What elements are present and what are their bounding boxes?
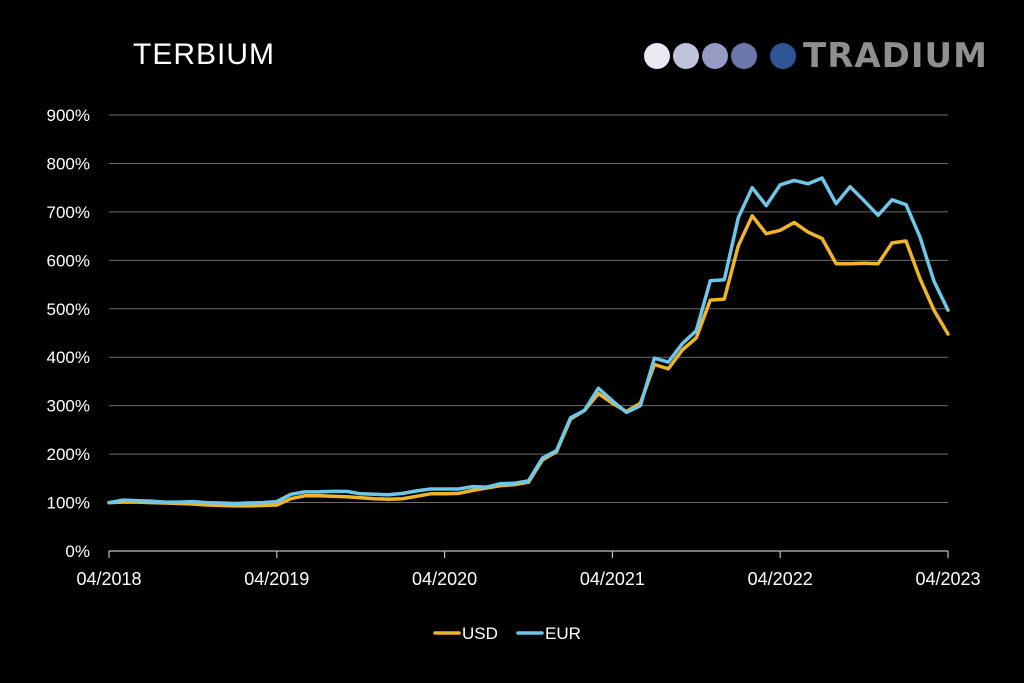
brand-dot-icon — [731, 43, 757, 69]
series-line-usd — [107, 214, 950, 508]
series-lines — [107, 176, 950, 508]
x-tick-label: 04/2022 — [748, 569, 813, 589]
x-tick-label: 04/2019 — [244, 569, 309, 589]
brand-dot-icon — [770, 43, 796, 69]
y-tick-label: 700% — [47, 203, 90, 222]
legend-label-usd: USD — [462, 624, 498, 643]
x-tick-label: 04/2023 — [915, 569, 980, 589]
y-tick-label: 900% — [47, 106, 90, 125]
legend: USD EUR — [433, 624, 581, 643]
brand-logo: TRADIUM — [644, 36, 989, 76]
y-tick-label: 200% — [47, 445, 90, 464]
y-tick-label: 100% — [47, 494, 90, 513]
legend-label-eur: EUR — [545, 624, 581, 643]
grid-lines — [109, 114, 948, 504]
y-tick-label: 400% — [47, 348, 90, 367]
y-tick-label: 500% — [47, 300, 90, 319]
x-tick-label: 04/2018 — [76, 569, 141, 589]
series-line-eur — [107, 176, 950, 506]
brand-name: TRADIUM — [803, 36, 989, 76]
y-tick-label: 300% — [47, 397, 90, 416]
y-axis: 0% 100% 200% 300% 400% 500% 600% 700% 800% 900% — [47, 106, 90, 561]
brand-dot-icon — [644, 43, 670, 69]
chart-title: TERBIUM — [133, 38, 275, 71]
brand-dot-icon — [702, 43, 728, 69]
y-tick-label: 800% — [47, 154, 90, 173]
x-tick-label: 04/2020 — [412, 569, 477, 589]
x-axis: 04/2018 04/2019 04/2020 04/2021 04/2022 04/20… — [76, 550, 981, 589]
brand-dot-icon — [673, 43, 699, 69]
y-tick-label: 600% — [47, 251, 90, 270]
y-tick-label: 0% — [65, 542, 90, 561]
x-tick-label: 04/2021 — [580, 569, 645, 589]
